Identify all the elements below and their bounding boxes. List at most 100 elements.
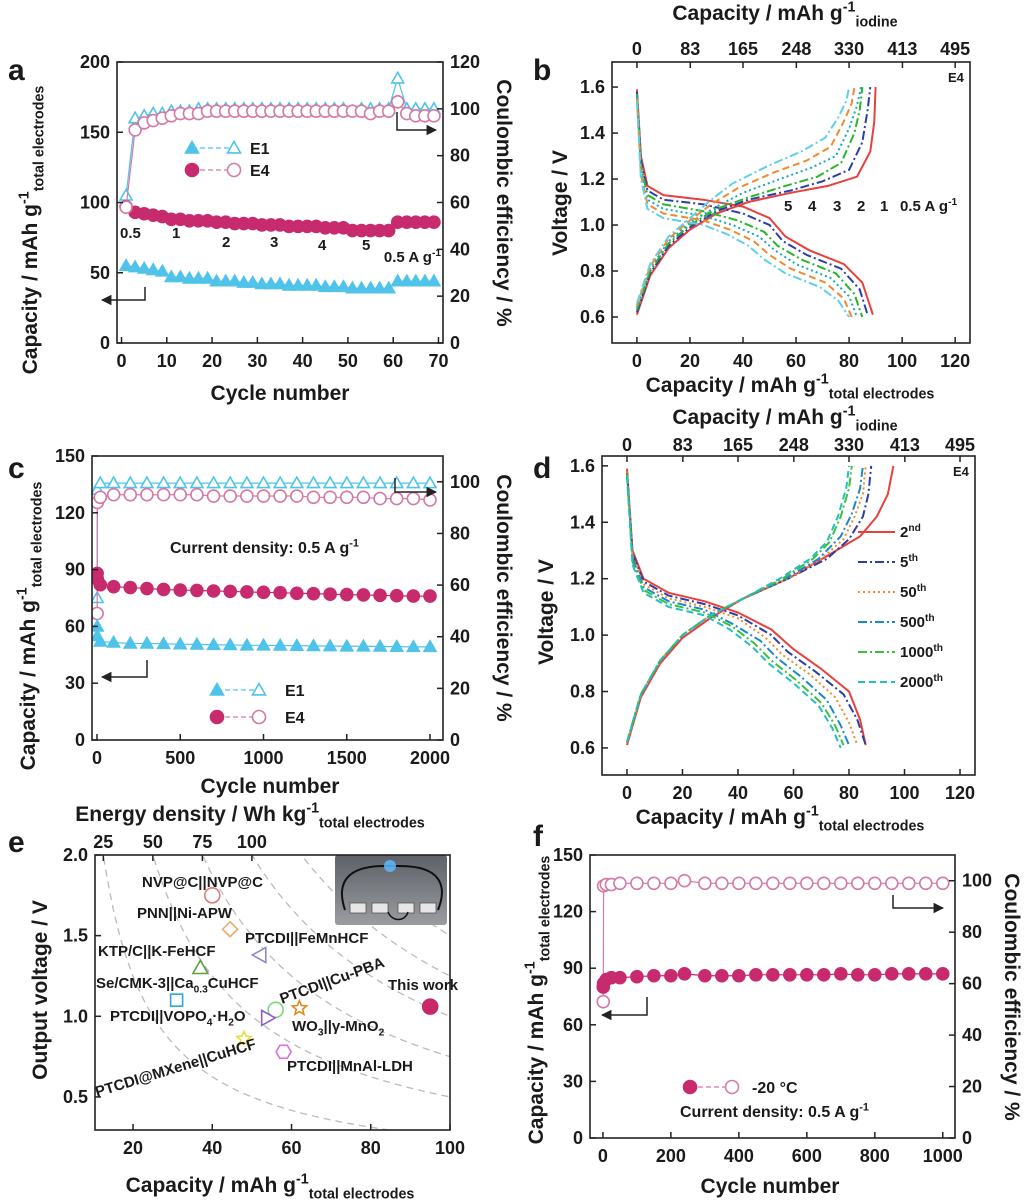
- top-tick-label: 248: [779, 435, 809, 455]
- curve-1 A g-1: [635, 86, 872, 315]
- E1-capacity-point: [236, 274, 252, 288]
- E1-coulombic-efficiency-point: [92, 475, 108, 489]
- E4-capacity-point: [173, 583, 188, 597]
- legend-label: 2000th: [900, 673, 943, 691]
- 2000th-discharge-curve: [626, 477, 842, 749]
- x-tick-label: 2000: [410, 748, 450, 768]
- top-tick-label: 75: [192, 832, 212, 852]
- label-vopo4: PTCDI||VOPO4·H2O: [110, 1008, 246, 1029]
- y-tick-label: 200: [80, 52, 110, 72]
- curve-2 A g-1: [635, 86, 864, 318]
- annotation-rate-3: 3: [270, 234, 278, 251]
- panel-letter: b: [533, 54, 551, 87]
- y-tick-label: 0.8: [570, 682, 595, 702]
- point-nvp: [203, 887, 221, 904]
- annotation-rate-4: 4: [318, 237, 327, 254]
- panel-letter: a: [8, 54, 25, 87]
- y-tick-label: 150: [55, 446, 85, 466]
- top-tick-label: 495: [940, 39, 970, 59]
- x-tick-label: 0: [92, 748, 102, 768]
- y-tick-label: 1.6: [570, 456, 595, 476]
- E1-coulombic-efficiency-point: [372, 475, 388, 489]
- E1-capacity-point: [322, 638, 338, 652]
- top-tick-label: 330: [834, 39, 864, 59]
- x-tick-label: 1500: [327, 748, 367, 768]
- E1-capacity-point: [339, 638, 355, 652]
- E4-coulombic-efficiency-point: [128, 123, 142, 137]
- E1-capacity-point: [422, 639, 438, 653]
- panel-letter: e: [8, 826, 25, 859]
- y-tick-label: 1.5: [63, 926, 88, 946]
- E4-capacity-point: [223, 584, 238, 599]
- E4-coulombic-efficiency-point: [173, 487, 188, 502]
- y-tick-label: 150: [80, 122, 110, 142]
- annotation-c-current-density: Current density: 0.5 A g-1: [170, 538, 359, 557]
- label-se: Se/CMK-3||Ca0.3CuHCF: [96, 975, 259, 996]
- 5th-charge-curve: [626, 465, 873, 743]
- E4-coulombic-efficiency-point: [240, 489, 254, 503]
- E1-coulombic-efficiency-point: [106, 475, 121, 489]
- y-tick-label: 1.4: [570, 512, 595, 532]
- y2-tick-label: 80: [450, 523, 470, 543]
- E4-coulombic-efficiency-point: [256, 489, 271, 503]
- x-tick-label: 60: [383, 351, 403, 371]
- minus20C-capacity-point: [901, 967, 916, 981]
- y-tick-label: 90: [563, 958, 583, 978]
- E1-capacity-point: [390, 273, 406, 287]
- minus20C-coulombic-efficiency-line: [602, 880, 943, 1002]
- y-tick-label: 0.6: [580, 307, 605, 327]
- E1-capacity-point: [256, 637, 271, 651]
- x-tick-label: 20: [123, 1138, 143, 1158]
- E4-coulombic-efficiency-point: [206, 489, 221, 503]
- minus20C-capacity-point: [698, 968, 712, 983]
- top-tick-label: 413: [890, 435, 920, 455]
- y-axis-title: Output voltage / V: [29, 900, 52, 1080]
- E1-capacity-point: [426, 273, 442, 287]
- E1-capacity-point: [92, 633, 108, 647]
- annotation-b-rate-1: 1: [880, 198, 888, 215]
- x-axis-title: Capacity / mAh g-1total electrodes: [126, 1172, 415, 1200]
- 2000th-charge-curve: [626, 465, 850, 743]
- x-tick-label: 400: [724, 1146, 754, 1166]
- minus20C-coulombic-efficiency-point: [834, 876, 848, 891]
- E4-capacity-point: [356, 588, 371, 602]
- E1-capacity-point: [317, 279, 333, 293]
- E1-capacity-point: [206, 637, 221, 651]
- minus20C-capacity-point: [749, 968, 763, 982]
- E1-capacity-point: [356, 638, 371, 652]
- E1-capacity-point: [290, 277, 306, 291]
- E4-capacity-point: [156, 582, 171, 597]
- x-axis-title: Cycle number: [701, 1175, 840, 1198]
- E1-capacity-point: [118, 258, 134, 272]
- E1-capacity-point: [372, 280, 387, 294]
- battery-cell: [349, 902, 367, 914]
- E1-coulombic-efficiency-point: [189, 475, 205, 489]
- 4 A g-1-charge-curve: [635, 86, 856, 306]
- E4-capacity-point: [406, 589, 421, 603]
- minus20C-coulombic-efficiency-point: [935, 876, 950, 891]
- E4-capacity-point: [273, 585, 287, 600]
- curve-1000th: [626, 465, 853, 746]
- E4-capacity-point: [427, 215, 441, 229]
- curve-50th: [626, 465, 867, 746]
- E1-capacity-point: [417, 273, 433, 287]
- point-se: [169, 993, 184, 1007]
- annotation-b-rate-3: 3: [833, 198, 841, 215]
- minus20C-coulombic-efficiency-point: [677, 873, 692, 888]
- label-mxene: PTCDI@MXene||CuHCF: [93, 1036, 258, 1101]
- y-tick-label: 0.5: [63, 1087, 88, 1107]
- x-tick-label: 100: [887, 351, 917, 371]
- point-femnhcf: [250, 946, 267, 964]
- top-tick-label: 330: [834, 435, 864, 455]
- y-tick-label: 0.8: [580, 261, 605, 281]
- y-tick-label: 50: [90, 263, 110, 283]
- E1-capacity-point: [163, 269, 179, 283]
- left-axis-arrow: [100, 287, 146, 306]
- E1-capacity-point: [145, 262, 161, 276]
- x-tick-label: 20: [680, 351, 700, 371]
- E4-coulombic-efficiency-point: [223, 489, 238, 503]
- 2 A g-1-charge-curve: [635, 86, 864, 311]
- 50th-charge-curve: [626, 465, 867, 743]
- series-E4-capacity: [92, 566, 437, 603]
- x-tick-label: 10: [157, 351, 177, 371]
